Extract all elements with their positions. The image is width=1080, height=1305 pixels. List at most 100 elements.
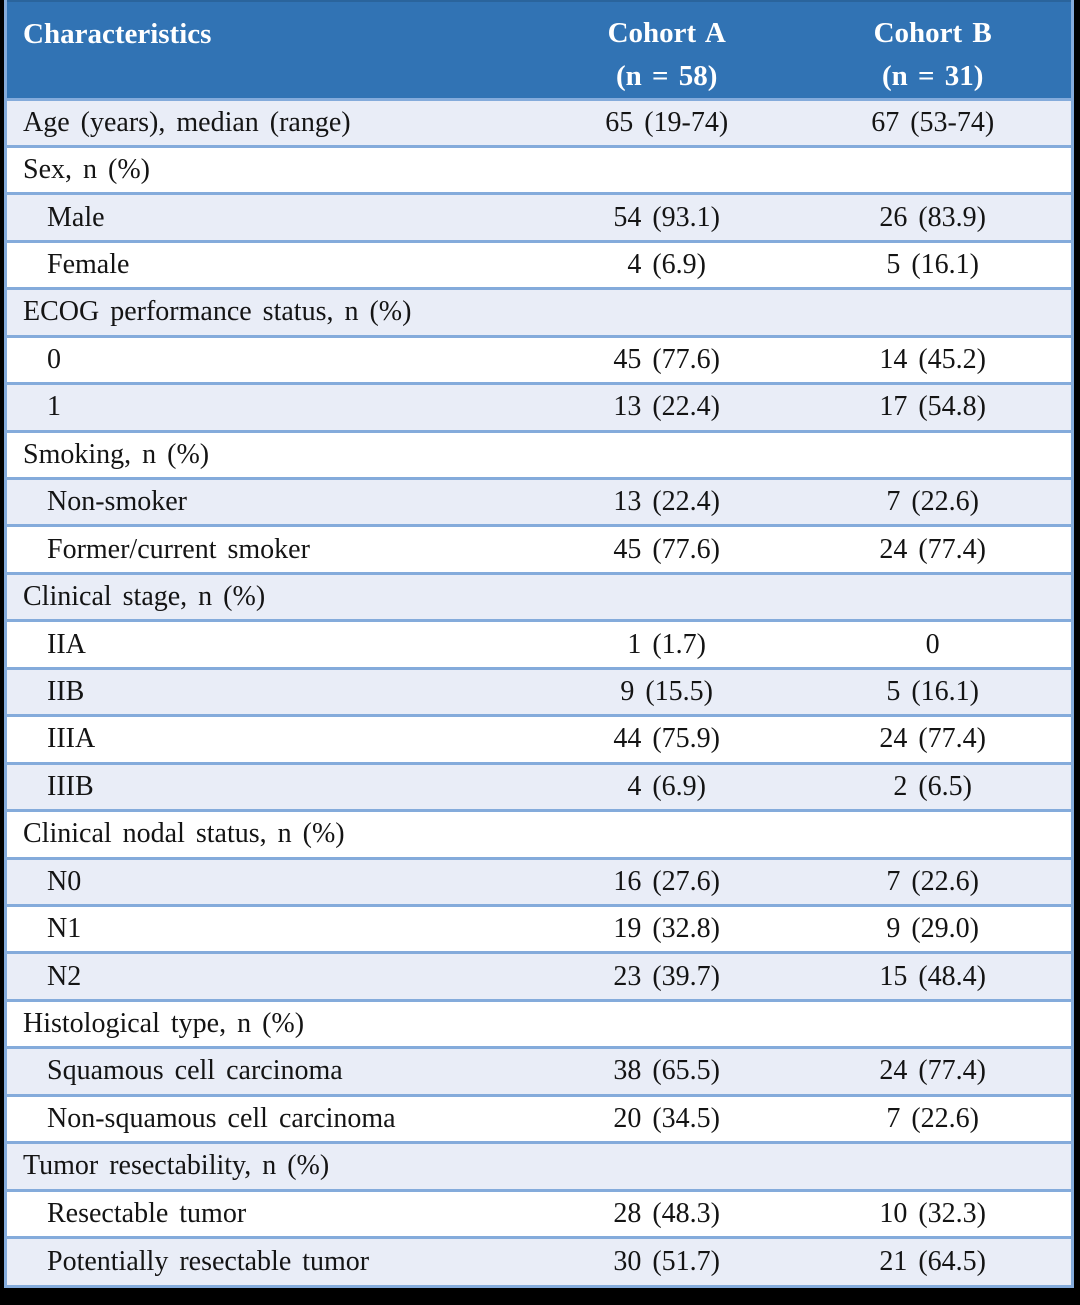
- table-row: Tumor resectability, n (%): [7, 1141, 1071, 1191]
- table-row: Clinical nodal status, n (%): [7, 809, 1071, 858]
- table-row: Squamous cell carcinoma 38 (65.5) 24 (77…: [7, 1046, 1071, 1096]
- cohort-a-value: [539, 809, 795, 858]
- table-row: Female 4 (6.9) 5 (16.1): [7, 239, 1071, 289]
- row-label: Resectable tumor: [7, 1188, 539, 1238]
- cohort-a-value: [539, 998, 795, 1048]
- row-label: Sex, n (%): [7, 144, 539, 194]
- cohort-a-value: 9 (15.5): [539, 666, 795, 716]
- cohort-b-value: 7 (22.6): [794, 856, 1071, 906]
- cohort-a-value: 28 (48.3): [539, 1188, 795, 1238]
- row-label: N0: [7, 856, 539, 906]
- table-row: Resectable tumor 28 (48.3) 10 (32.3): [7, 1188, 1071, 1238]
- row-label: IIIB: [7, 761, 539, 811]
- table-row: 0 45 (77.6) 14 (45.2): [7, 334, 1071, 384]
- cohort-a-value: 30 (51.7): [539, 1236, 795, 1285]
- table-row: IIIA 44 (75.9) 24 (77.4): [7, 714, 1071, 764]
- cohort-b-n: (n = 31): [881, 60, 984, 92]
- header-cohort-b: Cohort B (n = 31): [794, 0, 1071, 99]
- cohort-a-value: 13 (22.4): [539, 476, 795, 526]
- cohort-b-value: 9 (29.0): [794, 903, 1071, 953]
- cohort-b-value: 24 (77.4): [794, 1046, 1071, 1096]
- cohort-b-value: 67 (53-74): [794, 97, 1071, 147]
- table-row: Age (years), median (range) 65 (19-74) 6…: [7, 97, 1071, 147]
- cohort-a-value: 20 (34.5): [539, 1093, 795, 1143]
- row-label: Squamous cell carcinoma: [7, 1046, 539, 1096]
- table-row: N2 23 (39.7) 15 (48.4): [7, 951, 1071, 1001]
- row-label: Non-smoker: [7, 476, 539, 526]
- cohort-a-n: (n = 58): [615, 60, 718, 92]
- row-label: IIIA: [7, 714, 539, 764]
- cohort-b-value: 2 (6.5): [794, 761, 1071, 811]
- row-label: Male: [7, 192, 539, 242]
- cohort-a-value: 23 (39.7): [539, 951, 795, 1001]
- header-cohort-a: Cohort A (n = 58): [539, 0, 795, 99]
- characteristics-table: Characteristics Cohort A (n = 58) Cohort…: [7, 0, 1071, 1285]
- table-row: N1 19 (32.8) 9 (29.0): [7, 903, 1071, 953]
- cohort-b-value: 14 (45.2): [794, 334, 1071, 384]
- table-row: Smoking, n (%): [7, 429, 1071, 479]
- cohort-a-value: [539, 571, 795, 621]
- cohort-b-value: [794, 1141, 1071, 1191]
- cohort-a-value: [539, 1141, 795, 1191]
- table-row: Non-smoker 13 (22.4) 7 (22.6): [7, 476, 1071, 526]
- table-row: Potentially resectable tumor 30 (51.7) 2…: [7, 1236, 1071, 1285]
- cohort-b-value: 10 (32.3): [794, 1188, 1071, 1238]
- cohort-b-value: [794, 571, 1071, 621]
- table-row: Histological type, n (%): [7, 998, 1071, 1048]
- row-label: Smoking, n (%): [7, 429, 539, 479]
- cohort-a-value: 45 (77.6): [539, 334, 795, 384]
- cohort-a-value: 45 (77.6): [539, 524, 795, 574]
- row-label: Potentially resectable tumor: [7, 1236, 539, 1285]
- cohort-b-value: [794, 429, 1071, 479]
- cohort-b-value: 17 (54.8): [794, 382, 1071, 432]
- cohort-b-value: 7 (22.6): [794, 1093, 1071, 1143]
- cohort-b-value: 5 (16.1): [794, 666, 1071, 716]
- cohort-b-value: 24 (77.4): [794, 524, 1071, 574]
- table-header: Characteristics Cohort A (n = 58) Cohort…: [7, 0, 1071, 99]
- row-label: N2: [7, 951, 539, 1001]
- header-row: Characteristics Cohort A (n = 58) Cohort…: [7, 0, 1071, 99]
- row-label: IIA: [7, 619, 539, 669]
- table-row: Former/current smoker 45 (77.6) 24 (77.4…: [7, 524, 1071, 574]
- characteristics-table-wrapper: Characteristics Cohort A (n = 58) Cohort…: [4, 0, 1074, 1288]
- cohort-a-value: 44 (75.9): [539, 714, 795, 764]
- cohort-a-value: 4 (6.9): [539, 239, 795, 289]
- cohort-b-value: 7 (22.6): [794, 476, 1071, 526]
- cohort-a-value: 13 (22.4): [539, 382, 795, 432]
- table-row: N0 16 (27.6) 7 (22.6): [7, 856, 1071, 906]
- row-label: IIB: [7, 666, 539, 716]
- cohort-a-value: 16 (27.6): [539, 856, 795, 906]
- cohort-b-label: Cohort B: [873, 17, 992, 49]
- cohort-a-value: 65 (19-74): [539, 97, 795, 147]
- table-row: ECOG performance status, n (%): [7, 287, 1071, 337]
- cohort-a-value: 38 (65.5): [539, 1046, 795, 1096]
- cohort-a-value: 4 (6.9): [539, 761, 795, 811]
- cohort-a-value: 19 (32.8): [539, 903, 795, 953]
- cohort-a-value: 54 (93.1): [539, 192, 795, 242]
- row-label: 1: [7, 382, 539, 432]
- cohort-a-value: 1 (1.7): [539, 619, 795, 669]
- table-body: Age (years), median (range) 65 (19-74) 6…: [7, 97, 1071, 1285]
- table-row: Male 54 (93.1) 26 (83.9): [7, 192, 1071, 242]
- row-label: Tumor resectability, n (%): [7, 1141, 539, 1191]
- cohort-a-label: Cohort A: [607, 17, 726, 49]
- table-row: 1 13 (22.4) 17 (54.8): [7, 382, 1071, 432]
- cohort-b-value: [794, 998, 1071, 1048]
- table-row: IIA 1 (1.7) 0: [7, 619, 1071, 669]
- cohort-b-value: 0: [794, 619, 1071, 669]
- row-label: Age (years), median (range): [7, 97, 539, 147]
- table-row: Sex, n (%): [7, 144, 1071, 194]
- cohort-b-value: 5 (16.1): [794, 239, 1071, 289]
- cohort-b-value: 24 (77.4): [794, 714, 1071, 764]
- cohort-a-value: [539, 429, 795, 479]
- cohort-b-value: [794, 144, 1071, 194]
- cohort-b-value: 15 (48.4): [794, 951, 1071, 1001]
- table-row: Non-squamous cell carcinoma 20 (34.5) 7 …: [7, 1093, 1071, 1143]
- row-label: Histological type, n (%): [7, 998, 539, 1048]
- header-characteristics: Characteristics: [7, 0, 539, 99]
- cohort-b-value: [794, 809, 1071, 858]
- row-label: ECOG performance status, n (%): [7, 287, 539, 337]
- table-row: IIIB 4 (6.9) 2 (6.5): [7, 761, 1071, 811]
- cohort-b-value: 21 (64.5): [794, 1236, 1071, 1285]
